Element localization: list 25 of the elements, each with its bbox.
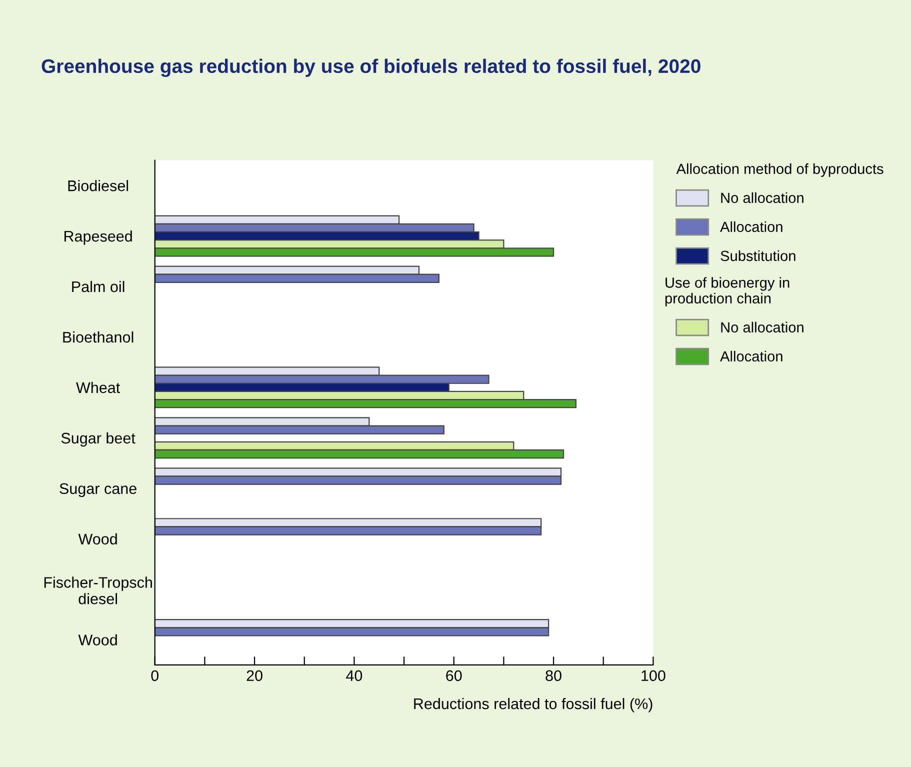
y-tick-label: Wheat	[76, 382, 120, 394]
chart-title: Greenhouse gas reduction by use of biofuels related to fossil fuel, 2020	[42, 58, 700, 77]
x-tick-label: 40	[346, 670, 362, 682]
x-tick-label: 80	[546, 670, 562, 682]
y-tick-label: Sugar cane	[60, 483, 136, 498]
y-tick-label: Sugar beet	[61, 432, 136, 447]
legend-label: Substitution	[720, 250, 796, 262]
x-tick-label: 100	[642, 670, 666, 682]
y-tick-label: Fischer-Tropsch diesel	[44, 576, 152, 604]
y-tick-label: Bioethanol	[63, 331, 134, 343]
x-tick-label: 20	[246, 670, 262, 682]
text: Use of bioenergy in production chain	[665, 277, 790, 306]
y-tick-label: Biodiesel	[68, 180, 128, 192]
legend-title: Allocation method of byproducts	[676, 163, 884, 177]
y-tick-label: Wood	[78, 533, 117, 545]
legend-label: No allocation	[721, 192, 804, 204]
y-tick-label: Wood	[78, 634, 117, 646]
y-tick-label: Rapeseed	[64, 230, 132, 245]
x-tick-label: 60	[446, 670, 462, 682]
legend-label: Allocation	[720, 221, 782, 232]
y-tick-label: Palm oil	[72, 280, 124, 292]
x-tick-label: 0	[151, 670, 159, 682]
x-axis-title: Reductions related to fossil fuel (%)	[414, 698, 652, 712]
legend-label: No allocation	[721, 322, 804, 333]
legend-label: Allocation	[720, 350, 782, 362]
